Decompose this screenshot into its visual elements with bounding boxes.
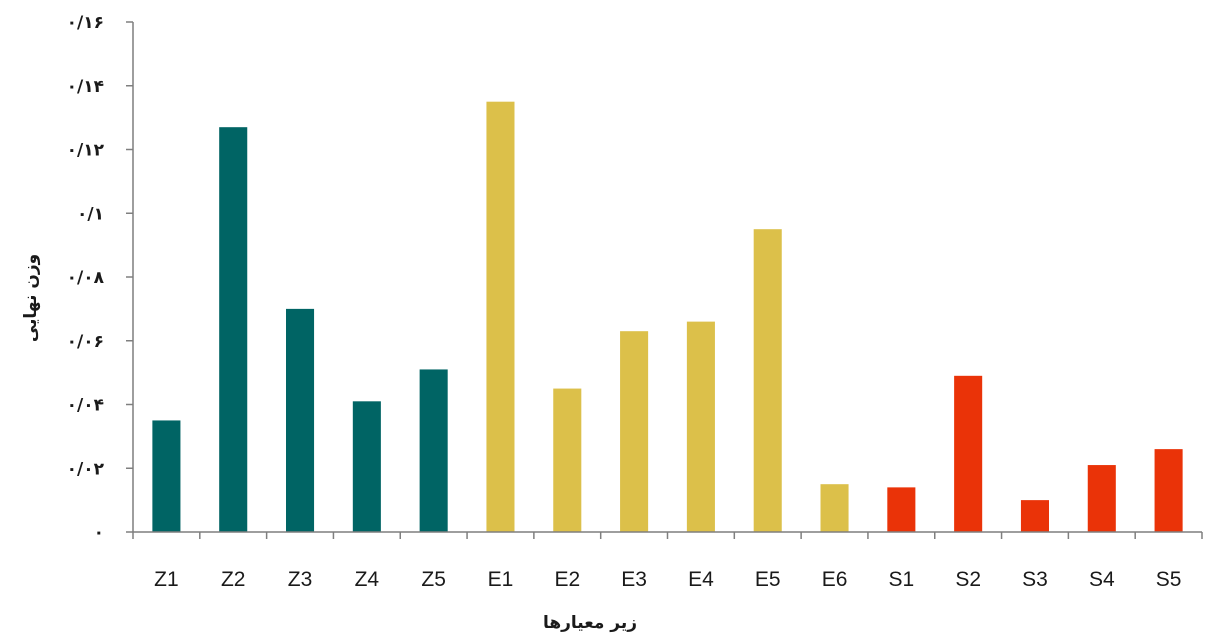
x-tick-label-s2: S2: [955, 568, 981, 591]
bar-z1: [152, 420, 181, 532]
x-tick-label-z5: Z5: [421, 568, 446, 591]
bar-e3: [620, 331, 649, 532]
x-tick-label-e3: E3: [621, 568, 647, 591]
bar-z3: [286, 308, 315, 532]
x-tick-label-z4: Z4: [355, 568, 380, 591]
y-tick-label: ۰/۱۴: [67, 77, 104, 97]
x-tick-label-e6: E6: [822, 568, 848, 591]
bar-e4: [686, 321, 715, 532]
y-tick-label: ۰/۱۶: [67, 13, 104, 33]
bar-e6: [820, 484, 849, 532]
y-tick-label: ۰/۰۸: [67, 268, 105, 288]
x-tick-label-s5: S5: [1156, 568, 1182, 591]
y-axis-ticks: ۰ ۰/۰۲ ۰/۰۴ ۰/۰۶ ۰/۰۸ ۰/۱ ۰/۱۲ ۰/۱۴ ۰/۱۶: [67, 13, 133, 543]
x-tick-label-z1: Z1: [154, 568, 179, 591]
x-tick-label-e5: E5: [755, 568, 781, 591]
y-axis-title: وزن نهایی: [21, 254, 41, 342]
bar-s5: [1154, 449, 1183, 532]
x-tick-label-e2: E2: [554, 568, 580, 591]
bar-e5: [753, 229, 782, 532]
bar-z5: [419, 369, 448, 532]
bar-z4: [352, 401, 381, 532]
x-tick-label-s4: S4: [1089, 568, 1115, 591]
y-tick-label: ۰: [94, 523, 104, 543]
bar-s4: [1087, 465, 1116, 532]
y-tick-label: ۰/۱۲: [67, 141, 105, 161]
x-axis-title: زیر معیارها: [543, 613, 637, 633]
bar-s2: [954, 375, 983, 532]
bar-z2: [219, 127, 248, 532]
x-axis-ticks: Z1 Z2 Z3 Z4 Z5 E1 E2 E3 E4 E5 E6 S1 S2 S3 S4 S5: [132, 532, 1203, 591]
bars: [152, 101, 1183, 532]
x-tick-label-s1: S1: [889, 568, 915, 591]
bar-e2: [553, 388, 582, 532]
x-tick-label-e1: E1: [488, 568, 514, 591]
y-tick-label: ۰/۰۶: [67, 332, 104, 352]
bar-e1: [486, 101, 515, 532]
bar-s3: [1020, 500, 1049, 532]
x-tick-label-z2: Z2: [221, 568, 246, 591]
y-tick-label: ۰/۰۲: [67, 459, 105, 479]
y-tick-label: ۰/۱: [77, 204, 104, 224]
x-tick-label-e4: E4: [688, 568, 714, 591]
x-tick-label-z3: Z3: [288, 568, 313, 591]
bar-s1: [887, 487, 916, 532]
y-tick-label: ۰/۰۴: [67, 396, 104, 416]
x-tick-label-s3: S3: [1022, 568, 1048, 591]
